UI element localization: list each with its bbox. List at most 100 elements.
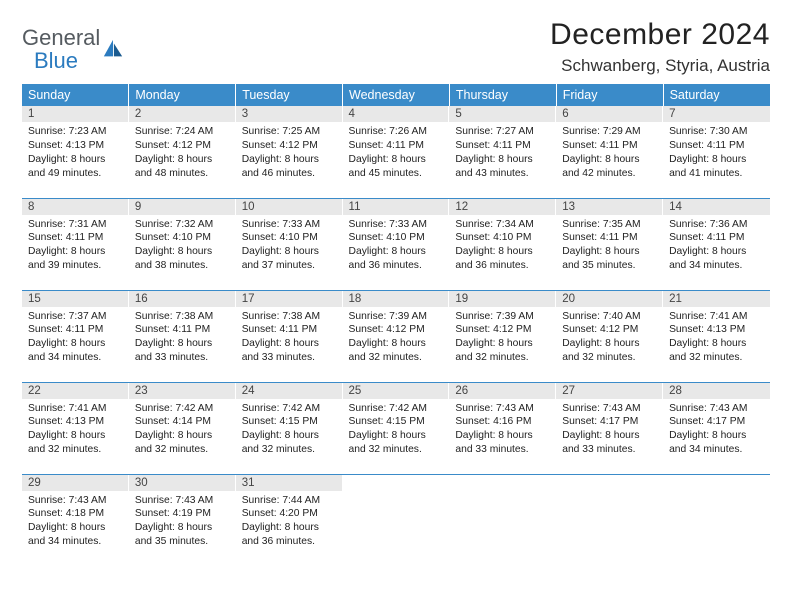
day-number: 31	[236, 475, 343, 491]
calendar-cell: 15Sunrise: 7:37 AMSunset: 4:11 PMDayligh…	[22, 290, 129, 382]
sunrise-line: Sunrise: 7:38 AM	[242, 310, 337, 324]
calendar-cell: 30Sunrise: 7:43 AMSunset: 4:19 PMDayligh…	[129, 474, 236, 566]
daylight-line: Daylight: 8 hours and 34 minutes.	[28, 521, 123, 549]
sunset-line: Sunset: 4:13 PM	[28, 415, 123, 429]
sunset-line: Sunset: 4:13 PM	[669, 323, 764, 337]
daylight-line: Daylight: 8 hours and 33 minutes.	[135, 337, 230, 365]
calendar-body: 1Sunrise: 7:23 AMSunset: 4:13 PMDaylight…	[22, 106, 770, 566]
day-body: Sunrise: 7:43 AMSunset: 4:17 PMDaylight:…	[556, 399, 663, 462]
title-block: December 2024 Schwanberg, Styria, Austri…	[550, 18, 770, 76]
sunrise-line: Sunrise: 7:36 AM	[669, 218, 764, 232]
calendar-cell: 20Sunrise: 7:40 AMSunset: 4:12 PMDayligh…	[556, 290, 663, 382]
day-number: 24	[236, 383, 343, 399]
logo: General Blue	[22, 18, 124, 72]
calendar-cell: 18Sunrise: 7:39 AMSunset: 4:12 PMDayligh…	[343, 290, 450, 382]
daylight-line: Daylight: 8 hours and 39 minutes.	[28, 245, 123, 273]
daylight-line: Daylight: 8 hours and 32 minutes.	[349, 429, 444, 457]
sunrise-line: Sunrise: 7:33 AM	[349, 218, 444, 232]
day-number: 28	[663, 383, 770, 399]
daylight-line: Daylight: 8 hours and 33 minutes.	[562, 429, 657, 457]
day-body: Sunrise: 7:41 AMSunset: 4:13 PMDaylight:…	[22, 399, 129, 462]
day-number: 12	[449, 199, 556, 215]
daylight-line: Daylight: 8 hours and 35 minutes.	[562, 245, 657, 273]
sunset-line: Sunset: 4:10 PM	[242, 231, 337, 245]
header: General Blue December 2024 Schwanberg, S…	[22, 18, 770, 76]
sunrise-line: Sunrise: 7:44 AM	[242, 494, 337, 508]
sunset-line: Sunset: 4:17 PM	[562, 415, 657, 429]
day-number: 30	[129, 475, 236, 491]
daylight-line: Daylight: 8 hours and 33 minutes.	[242, 337, 337, 365]
sunset-line: Sunset: 4:11 PM	[28, 231, 123, 245]
sunset-line: Sunset: 4:11 PM	[349, 139, 444, 153]
sunset-line: Sunset: 4:12 PM	[455, 323, 550, 337]
month-year: December 2024	[550, 18, 770, 52]
daylight-line: Daylight: 8 hours and 32 minutes.	[135, 429, 230, 457]
calendar-week: 8Sunrise: 7:31 AMSunset: 4:11 PMDaylight…	[22, 198, 770, 290]
sunset-line: Sunset: 4:15 PM	[349, 415, 444, 429]
day-number: 2	[129, 106, 236, 122]
calendar-cell: 31 Sunrise: 7:44 AMSunset: 4:20 PMDayligh…	[236, 474, 343, 566]
day-header: Wednesday	[343, 84, 450, 106]
calendar-cell	[556, 474, 663, 566]
day-number: 25	[343, 383, 450, 399]
day-header: Thursday	[449, 84, 556, 106]
sunset-line: Sunset: 4:11 PM	[562, 139, 657, 153]
sunrise-line: Sunrise: 7:38 AM	[135, 310, 230, 324]
calendar-cell	[449, 474, 556, 566]
sunset-line: Sunset: 4:17 PM	[669, 415, 764, 429]
calendar-week: 29Sunrise: 7:43 AMSunset: 4:18 PMDayligh…	[22, 474, 770, 566]
daylight-line: Daylight: 8 hours and 35 minutes.	[135, 521, 230, 549]
daylight-line: Daylight: 8 hours and 32 minutes.	[242, 429, 337, 457]
sunrise-line: Sunrise: 7:43 AM	[669, 402, 764, 416]
sunset-line: Sunset: 4:11 PM	[562, 231, 657, 245]
day-body: Sunrise: 7:31 AMSunset: 4:11 PMDaylight:…	[22, 215, 129, 278]
calendar-cell: 2Sunrise: 7:24 AMSunset: 4:12 PMDaylight…	[129, 106, 236, 198]
day-number: 11	[343, 199, 450, 215]
sunset-line: Sunset: 4:11 PM	[669, 139, 764, 153]
daylight-line: Daylight: 8 hours and 42 minutes.	[562, 153, 657, 181]
calendar-table: SundayMondayTuesdayWednesdayThursdayFrid…	[22, 84, 770, 566]
calendar-head: SundayMondayTuesdayWednesdayThursdayFrid…	[22, 84, 770, 106]
day-body: Sunrise: 7:35 AMSunset: 4:11 PMDaylight:…	[556, 215, 663, 278]
day-number: 17	[236, 291, 343, 307]
sunrise-line: Sunrise: 7:26 AM	[349, 125, 444, 139]
day-number: 14	[663, 199, 770, 215]
calendar-cell: 22Sunrise: 7:41 AMSunset: 4:13 PMDayligh…	[22, 382, 129, 474]
calendar-cell	[663, 474, 770, 566]
page-container: General Blue December 2024 Schwanberg, S…	[0, 0, 792, 576]
day-body: Sunrise: 7:39 AMSunset: 4:12 PMDaylight:…	[449, 307, 556, 370]
sunset-line: Sunset: 4:16 PM	[455, 415, 550, 429]
day-number: 1	[22, 106, 129, 122]
sunset-line: Sunset: 4:11 PM	[669, 231, 764, 245]
calendar-week: 15Sunrise: 7:37 AMSunset: 4:11 PMDayligh…	[22, 290, 770, 382]
day-number: 10	[236, 199, 343, 215]
day-number: 29	[22, 475, 129, 491]
sunset-line: Sunset: 4:19 PM	[135, 507, 230, 521]
calendar-cell	[343, 474, 450, 566]
daylight-line: Daylight: 8 hours and 36 minutes.	[242, 521, 337, 549]
day-body: Sunrise: 7:37 AMSunset: 4:11 PMDaylight:…	[22, 307, 129, 370]
sunset-line: Sunset: 4:20 PM	[242, 507, 337, 521]
sunrise-line: Sunrise: 7:41 AM	[669, 310, 764, 324]
daylight-line: Daylight: 8 hours and 37 minutes.	[242, 245, 337, 273]
day-body: Sunrise: 7:27 AMSunset: 4:11 PMDaylight:…	[449, 122, 556, 185]
calendar-cell: 13Sunrise: 7:35 AMSunset: 4:11 PMDayligh…	[556, 198, 663, 290]
sunset-line: Sunset: 4:12 PM	[349, 323, 444, 337]
sunset-line: Sunset: 4:15 PM	[242, 415, 337, 429]
daylight-line: Daylight: 8 hours and 36 minutes.	[349, 245, 444, 273]
day-number: 9	[129, 199, 236, 215]
daylight-line: Daylight: 8 hours and 48 minutes.	[135, 153, 230, 181]
sunrise-line: Sunrise: 7:40 AM	[562, 310, 657, 324]
calendar-cell: 6Sunrise: 7:29 AMSunset: 4:11 PMDaylight…	[556, 106, 663, 198]
sunset-line: Sunset: 4:18 PM	[28, 507, 123, 521]
calendar-cell: 8Sunrise: 7:31 AMSunset: 4:11 PMDaylight…	[22, 198, 129, 290]
day-body: Sunrise: 7:23 AMSunset: 4:13 PMDaylight:…	[22, 122, 129, 185]
day-number: 13	[556, 199, 663, 215]
day-body: Sunrise: 7:36 AMSunset: 4:11 PMDaylight:…	[663, 215, 770, 278]
sunrise-line: Sunrise: 7:27 AM	[455, 125, 550, 139]
day-body: Sunrise: 7:43 AMSunset: 4:17 PMDaylight:…	[663, 399, 770, 462]
daylight-line: Daylight: 8 hours and 34 minutes.	[669, 429, 764, 457]
sunrise-line: Sunrise: 7:29 AM	[562, 125, 657, 139]
day-body: Sunrise: 7:25 AMSunset: 4:12 PMDaylight:…	[236, 122, 343, 185]
day-header: Tuesday	[236, 84, 343, 106]
